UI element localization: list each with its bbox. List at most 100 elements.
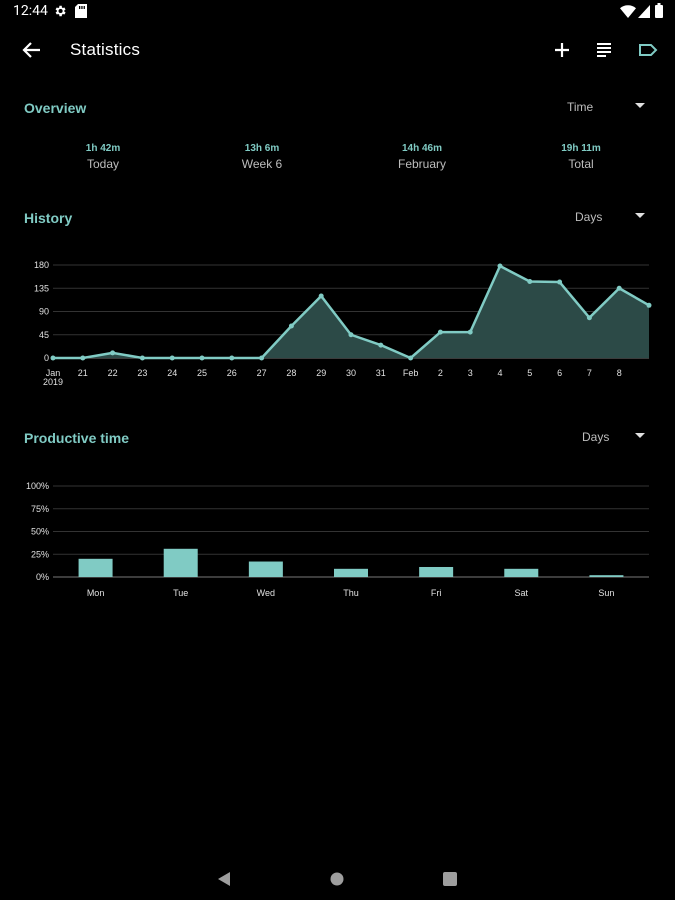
y-tick-label: 100%: [26, 481, 49, 491]
bar: [248, 561, 283, 577]
add-icon[interactable]: [550, 38, 574, 62]
overview-total: 19h 11m Total: [521, 143, 641, 171]
x-tick-label: 26: [227, 368, 237, 378]
history-data-point: [110, 350, 116, 356]
bar: [504, 568, 539, 577]
x-tick-label: 27: [257, 368, 267, 378]
overview-dropdown-value: Time: [567, 100, 594, 114]
bar: [78, 558, 113, 577]
history-area-fill: [53, 266, 649, 358]
bar: [163, 548, 198, 577]
history-title: History: [24, 210, 73, 226]
x-tick-label: 6: [557, 368, 562, 378]
history-dropdown[interactable]: Days: [575, 210, 647, 224]
x-tick-label: Feb: [403, 368, 419, 378]
history-data-point: [50, 355, 56, 361]
y-tick-label: 45: [39, 330, 49, 340]
bar: [589, 575, 624, 577]
history-data-point: [259, 355, 265, 361]
history-data-point: [348, 332, 354, 338]
nav-home-icon[interactable]: [330, 872, 344, 886]
history-data-point: [169, 355, 175, 361]
history-data-point: [646, 302, 652, 308]
y-tick-label: 90: [39, 307, 49, 317]
overview-week: 13h 6m Week 6: [202, 143, 322, 171]
toolbar: Statistics: [0, 24, 675, 74]
x-tick-label: 23: [137, 368, 147, 378]
label-icon[interactable]: [636, 38, 660, 62]
x-tick-label: 2: [438, 368, 443, 378]
overview-month: 14h 46m February: [362, 143, 482, 171]
history-data-point: [437, 329, 443, 335]
overview-dropdown[interactable]: Time: [567, 100, 647, 114]
x-tick-label: 7: [587, 368, 592, 378]
history-data-point: [288, 323, 294, 329]
x-tick-label: 31: [376, 368, 386, 378]
x-tick-label: 3: [468, 368, 473, 378]
x-tick-label: 4: [497, 368, 502, 378]
wifi-icon: [620, 5, 636, 18]
history-data-point: [557, 279, 563, 285]
y-tick-label: 75%: [31, 504, 49, 514]
y-tick-label: 25%: [31, 549, 49, 559]
x-tick-label: 21: [78, 368, 88, 378]
history-dropdown-value: Days: [575, 210, 603, 224]
history-data-point: [229, 355, 235, 361]
dropdown-arrow-icon: [635, 103, 645, 108]
x-tick-label: 25: [197, 368, 207, 378]
x-tick-label: 29: [316, 368, 326, 378]
history-data-point: [586, 315, 592, 321]
list-icon[interactable]: [592, 38, 616, 62]
overview-label: Week 6: [241, 157, 283, 171]
x-tick-label: Mon: [87, 588, 105, 598]
overview-label: Today: [86, 157, 120, 171]
bar: [334, 568, 368, 577]
productive-dropdown[interactable]: Days: [582, 430, 647, 444]
productive-dropdown-value: Days: [582, 430, 610, 444]
history-data-point: [527, 279, 533, 285]
history-data-point: [497, 263, 503, 269]
x-tick-label: Tue: [173, 588, 188, 598]
x-tick-label: 30: [346, 368, 356, 378]
history-data-point: [467, 329, 473, 335]
back-arrow-icon[interactable]: [20, 38, 44, 62]
history-data-point: [616, 285, 622, 291]
x-tick-label: Sat: [515, 588, 529, 598]
overview-label: Total: [568, 157, 594, 171]
history-data-point: [408, 355, 414, 361]
nav-recents-icon[interactable]: [443, 872, 457, 886]
x-tick-label: Sun: [598, 588, 614, 598]
overview-label: February: [397, 157, 447, 171]
y-tick-label: 0%: [36, 572, 49, 582]
productive-time-chart: 0% 25% 50% 75% 100% Mon Tue Wed Thu Fri Sat Sun: [26, 481, 649, 598]
overview-value: 14h 46m: [401, 143, 443, 154]
y-tick-label: 135: [34, 283, 49, 293]
x-tick-label: Jan 2019: [43, 368, 63, 387]
dropdown-arrow-icon: [635, 433, 645, 438]
status-bar: 12:44: [0, 0, 675, 24]
nav-back-icon[interactable]: [216, 871, 232, 887]
y-tick-label: 0: [44, 353, 49, 363]
productive-time-title: Productive time: [24, 430, 130, 446]
navigation-bar: [0, 852, 675, 900]
page-title: Statistics: [70, 40, 141, 59]
status-time: 12:44: [13, 3, 48, 19]
x-tick-label: 5: [527, 368, 532, 378]
y-tick-label: 50%: [31, 527, 49, 537]
history-data-point: [139, 355, 145, 361]
x-tick-label: Wed: [257, 588, 275, 598]
bar: [419, 566, 454, 577]
overview-today: 1h 42m Today: [43, 143, 163, 171]
sd-card-icon: [75, 4, 87, 18]
x-tick-label: 22: [108, 368, 118, 378]
settings-icon: [55, 5, 66, 17]
cell-signal-icon: [638, 5, 650, 18]
overview-value: 13h 6m: [244, 143, 280, 154]
x-tick-label: Thu: [343, 588, 359, 598]
x-tick-label: Fri: [431, 588, 442, 598]
overview-value: 19h 11m: [561, 143, 601, 154]
history-data-point: [318, 293, 324, 299]
x-tick-label: 8: [617, 368, 622, 378]
dropdown-arrow-icon: [635, 213, 645, 218]
